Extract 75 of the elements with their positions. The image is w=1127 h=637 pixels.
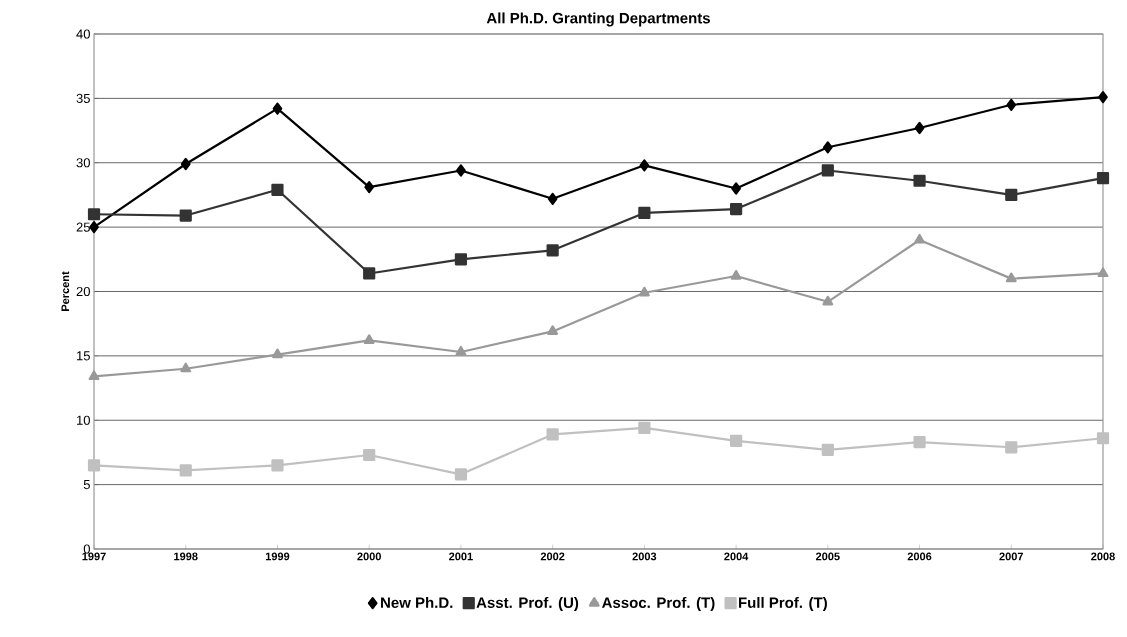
point [88, 370, 100, 381]
x-tick-label: 1997 [82, 552, 106, 561]
point [822, 295, 834, 306]
point [546, 244, 559, 257]
point [456, 164, 466, 177]
point [914, 121, 925, 135]
point [363, 448, 376, 462]
point [1006, 98, 1017, 111]
point [914, 233, 925, 244]
point [454, 468, 468, 481]
point [547, 192, 558, 205]
point [822, 141, 833, 154]
point [1005, 272, 1017, 283]
point [271, 183, 284, 196]
point [639, 159, 650, 172]
x-tick-label: 2000 [357, 552, 381, 561]
point [913, 436, 926, 449]
y-tick-label: 10 [77, 415, 90, 425]
y-tick-label: 5 [83, 480, 90, 490]
point [729, 434, 743, 447]
point [271, 459, 284, 472]
y-tick-label: 15 [77, 351, 90, 361]
point [87, 208, 101, 221]
point [821, 443, 834, 456]
x-tick-label: 2002 [540, 552, 565, 561]
point [363, 267, 376, 280]
legend-label: New Ph.D. [381, 596, 453, 608]
point [179, 209, 192, 222]
point [1005, 441, 1018, 454]
point [1098, 90, 1108, 104]
x-tick-label: 2005 [815, 552, 840, 561]
point [730, 269, 742, 280]
y-tick-label: 0 [83, 544, 90, 554]
point [1096, 172, 1110, 185]
y-axis-title: Percent [61, 271, 70, 311]
point [638, 421, 651, 435]
point [1096, 432, 1110, 445]
legend-label: Asst. Prof. (U) [476, 596, 579, 611]
point [1097, 267, 1109, 278]
point [913, 174, 926, 187]
legend-label: Full Prof. (T) [739, 596, 827, 611]
y-tick-label: 20 [76, 286, 90, 297]
x-tick-label: 2004 [724, 552, 749, 561]
x-tick-label: 1999 [265, 552, 290, 561]
point [89, 221, 99, 234]
point [821, 164, 834, 177]
point [364, 181, 375, 194]
x-tick-label: 2003 [632, 552, 657, 561]
x-tick-label: 1998 [174, 552, 198, 561]
point [180, 362, 192, 373]
point [272, 348, 283, 359]
y-tick-label: 25 [76, 222, 90, 232]
point [1005, 188, 1018, 202]
chart-title: All Ph.D. Granting Departments [486, 12, 710, 27]
point [729, 202, 743, 216]
y-tick-label: 35 [76, 93, 90, 103]
point [638, 286, 650, 297]
point [731, 182, 741, 195]
point [272, 102, 283, 115]
x-tick-label: 2007 [999, 552, 1024, 561]
x-tick-label: 2001 [449, 552, 473, 561]
point [455, 345, 467, 356]
point [180, 157, 191, 171]
legend-label: Assoc. Prof. (T) [602, 596, 715, 611]
y-tick-label: 30 [76, 158, 90, 168]
point [546, 428, 559, 441]
x-tick-label: 2008 [1091, 552, 1115, 561]
y-tick-label: 40 [76, 29, 90, 39]
point [179, 464, 192, 477]
point [363, 334, 375, 345]
point [87, 459, 101, 472]
point [638, 206, 651, 220]
point [547, 325, 559, 335]
point [454, 253, 468, 266]
x-tick-label: 2006 [907, 552, 932, 561]
